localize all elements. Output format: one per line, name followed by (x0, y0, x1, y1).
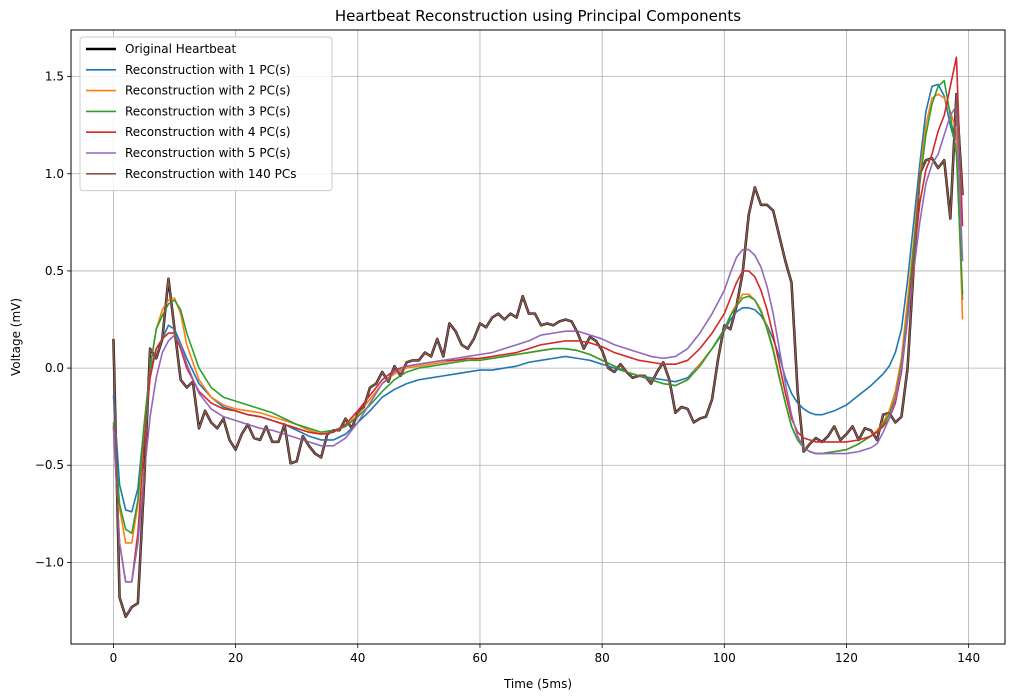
plot-frame (70, 29, 1006, 645)
x-tick-label: 20 (228, 651, 243, 665)
legend: Original Heartbeat Reconstruction with 1 … (79, 36, 333, 192)
x-tick-label: 40 (350, 651, 365, 665)
y-tick-label: −0.5 (35, 458, 64, 472)
y-tick-label: −1.0 (35, 555, 64, 569)
legend-label: Reconstruction with 140 PCs (125, 167, 296, 181)
x-tick-label: 60 (472, 651, 487, 665)
series-line-5 (112, 104, 964, 583)
x-axis: 0 20 40 60 80 100 120 140 (110, 644, 980, 665)
legend-label: Reconstruction with 5 PC(s) (125, 146, 291, 160)
legend-label: Original Heartbeat (125, 42, 237, 56)
y-tick-label: 1.0 (45, 167, 64, 181)
legend-label: Reconstruction with 3 PC(s) (125, 104, 291, 118)
legend-label: Reconstruction with 4 PC(s) (125, 125, 291, 139)
y-axis-label: Voltage (mV) (9, 298, 23, 376)
chart-title: Heartbeat Reconstruction using Principal… (335, 7, 741, 25)
series-line-6 (112, 93, 964, 618)
x-axis-label: Time (5ms) (503, 677, 572, 691)
series-line-4 (112, 56, 964, 583)
x-tick-label: 140 (957, 651, 980, 665)
legend-box (79, 36, 333, 192)
y-tick-label: 0.5 (45, 264, 64, 278)
y-axis: −1.0 −0.5 0.0 0.5 1.0 1.5 (35, 70, 71, 569)
series-layer (112, 56, 964, 619)
x-tick-label: 100 (713, 651, 736, 665)
grid-lines (71, 30, 1005, 644)
y-tick-label: 0.0 (45, 361, 64, 375)
y-tick-label: 1.5 (45, 70, 64, 84)
x-tick-label: 80 (594, 651, 609, 665)
x-tick-label: 0 (110, 651, 118, 665)
x-tick-label: 120 (835, 651, 858, 665)
legend-label: Reconstruction with 2 PC(s) (125, 84, 291, 98)
legend-label: Reconstruction with 1 PC(s) (125, 63, 291, 77)
